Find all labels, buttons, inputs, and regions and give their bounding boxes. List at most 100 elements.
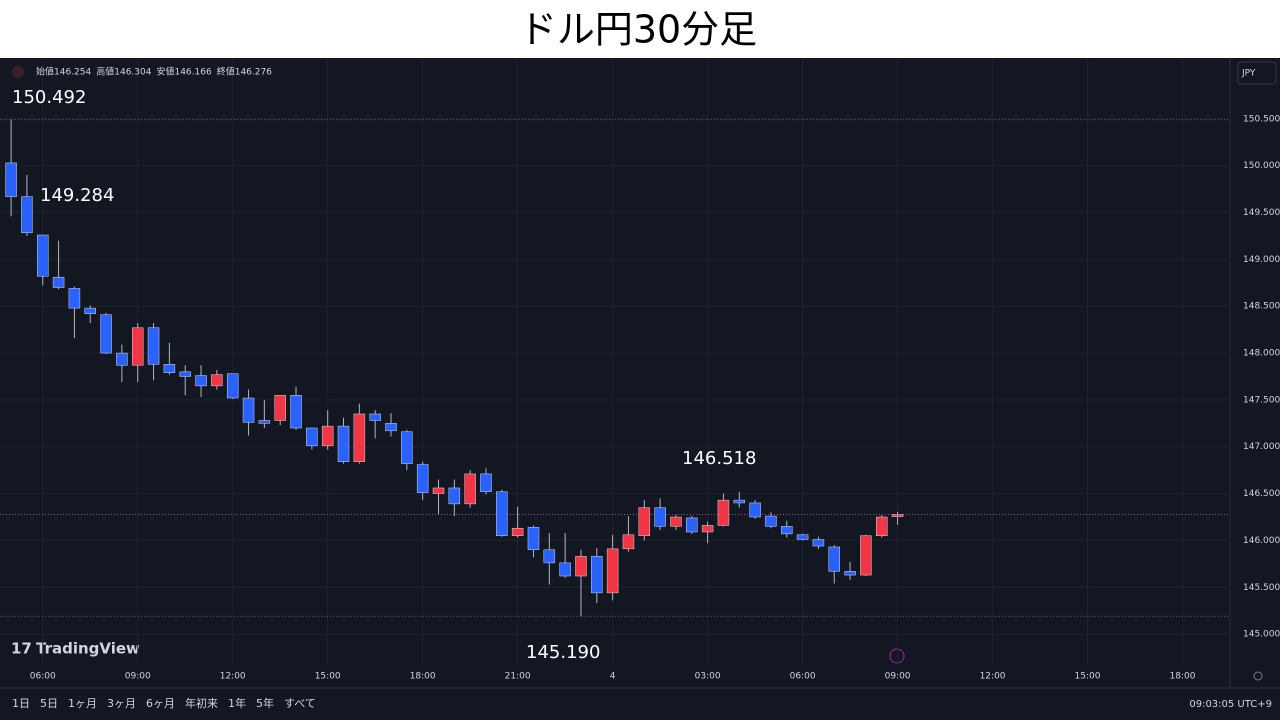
range-button[interactable]: 5日: [40, 697, 58, 710]
candle-body: [464, 473, 476, 505]
y-tick-label: 148.000: [1243, 349, 1280, 359]
y-tick-label: 150.500: [1243, 114, 1280, 124]
candle-body: [242, 397, 255, 423]
chart-area: [0, 58, 1280, 688]
candle-body: [654, 507, 666, 527]
range-button[interactable]: 年初来: [185, 696, 218, 710]
x-tick-label: 03:00: [695, 672, 721, 682]
candle-body: [701, 525, 714, 533]
toolbar: [0, 688, 1280, 720]
currency-select[interactable]: [1237, 61, 1277, 85]
y-tick-label: 145.500: [1243, 583, 1280, 593]
candle-body: [21, 196, 33, 234]
candle-body: [179, 371, 191, 377]
candle-body: [100, 314, 112, 354]
clock: 09:03:05 UTC+9: [1189, 699, 1272, 710]
y-tick-label: 147.000: [1243, 442, 1280, 452]
x-tick-label: 09:00: [885, 672, 911, 682]
candle-body: [638, 507, 651, 536]
x-tick-label: 21:00: [505, 672, 531, 682]
annotation: 150.492: [12, 87, 86, 108]
x-tick-label: 12:00: [980, 672, 1006, 682]
x-tick-label: 15:00: [315, 672, 341, 682]
candle-body: [606, 548, 619, 594]
title: ドル円30分足: [519, 8, 757, 52]
legend-label: 終値: [217, 66, 235, 78]
candle-body: [844, 571, 856, 576]
x-tick-label: 4: [610, 672, 616, 682]
candle-body: [306, 427, 318, 447]
candle-body: [496, 491, 508, 536]
candle-body: [575, 556, 587, 577]
x-tick-label: 15:00: [1075, 672, 1101, 682]
event-icon[interactable]: [889, 648, 905, 664]
range-button[interactable]: 1日: [12, 697, 30, 710]
x-tick-label: 06:00: [30, 672, 56, 682]
candle-body: [163, 364, 176, 373]
logo: TradingView: [36, 640, 140, 658]
candle-body: [875, 516, 888, 536]
legend-value: 146.304: [114, 68, 151, 78]
candle-body: [290, 394, 302, 429]
candle-body: [796, 534, 809, 540]
candle-body: [321, 425, 334, 447]
candle-body: [686, 517, 698, 533]
candle-body: [511, 527, 524, 536]
candle-body: [591, 556, 603, 594]
title-bar: [0, 0, 1280, 58]
range-button[interactable]: 6ヶ月: [146, 697, 175, 710]
candle-body: [385, 423, 397, 432]
symbol-icon: [12, 66, 24, 78]
candle-body: [401, 431, 413, 464]
x-tick-label: 09:00: [125, 672, 151, 682]
candle-body: [812, 539, 825, 547]
x-tick-label: 06:00: [790, 672, 816, 682]
candle-body: [891, 514, 904, 517]
candle-body: [68, 288, 81, 309]
candle-body: [369, 413, 381, 421]
candle-body: [860, 535, 872, 576]
legend-value: 146.254: [54, 68, 91, 78]
y-tick-label: 147.500: [1243, 395, 1280, 405]
candle-body: [765, 515, 777, 527]
candle-body: [195, 375, 207, 387]
candle-body: [527, 527, 540, 551]
candle-body: [211, 374, 223, 387]
y-tick-label: 146.000: [1243, 536, 1280, 546]
range-button[interactable]: 5年: [256, 696, 274, 710]
range-button[interactable]: 3ヶ月: [107, 697, 136, 710]
candle-body: [670, 516, 682, 527]
x-tick-label: 18:00: [1170, 672, 1196, 682]
x-tick-label: 18:00: [410, 672, 436, 682]
candle-body: [828, 546, 840, 572]
currency: JPY: [1241, 69, 1256, 79]
y-tick-label: 145.000: [1243, 630, 1280, 640]
candle-body: [353, 413, 366, 462]
annotation: 145.190: [526, 642, 600, 663]
range-button[interactable]: すべて: [284, 697, 316, 710]
range-button[interactable]: 1年: [228, 696, 246, 710]
candle-body: [147, 327, 160, 365]
annotation: 149.284: [40, 185, 114, 206]
settings-icon[interactable]: [1253, 671, 1263, 681]
legend-label: 始値: [36, 66, 54, 78]
y-tick-label: 149.000: [1243, 255, 1280, 265]
range-button[interactable]: 1ヶ月: [68, 697, 97, 710]
candle-body: [622, 534, 635, 550]
candle-body: [226, 373, 239, 399]
y-tick-label: 149.500: [1243, 208, 1280, 218]
candle-body: [480, 473, 492, 492]
y-tick-label: 146.500: [1243, 489, 1280, 499]
legend-label: 安値: [156, 66, 174, 78]
candle-body: [274, 394, 286, 421]
candle-body: [749, 502, 761, 518]
candle-body: [781, 526, 793, 535]
x-tick-label: 12:00: [220, 672, 246, 682]
candle-body: [543, 549, 556, 564]
candle-body: [258, 420, 271, 424]
candle-body: [337, 425, 350, 462]
candle-body: [131, 327, 144, 366]
logo-mark: 17: [11, 640, 32, 658]
